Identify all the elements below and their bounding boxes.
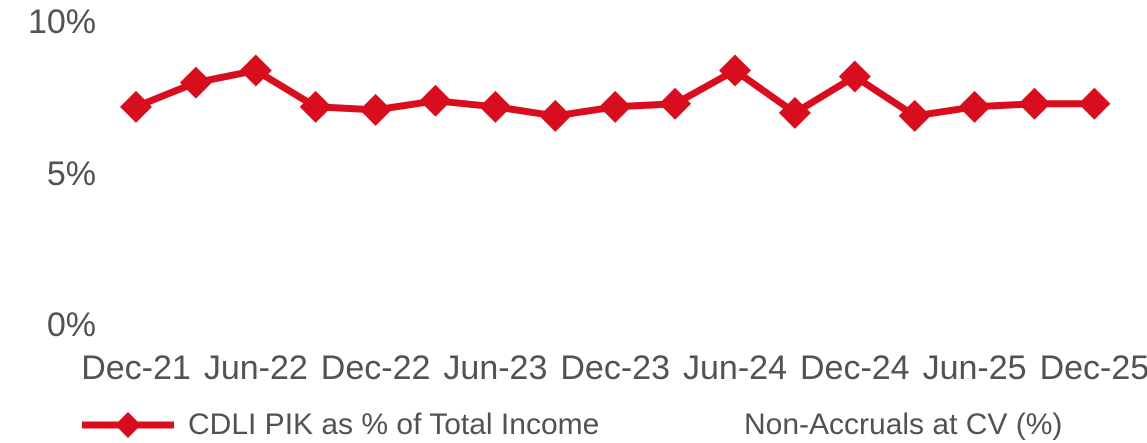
legend-item-non-accruals: Non-Accruals at CV (%) <box>638 408 1062 442</box>
data-point-marker <box>719 54 751 87</box>
x-tick-label: Jun-23 <box>443 349 548 387</box>
data-point-marker <box>659 87 692 120</box>
legend-label-non-accruals: Non-Accruals at CV (%) <box>744 408 1063 441</box>
x-tick-label: Dec-24 <box>799 349 910 387</box>
legend-item-cdli-pik: CDLI PIK as % of Total Income <box>82 408 599 442</box>
data-point-marker <box>778 96 811 129</box>
legend: CDLI PIK as % of Total Income Non-Accrua… <box>0 408 1147 442</box>
legend-line-diamond-icon <box>82 412 174 438</box>
data-point-marker <box>898 99 931 132</box>
y-tick-label: 10% <box>27 3 96 41</box>
data-point-marker <box>419 84 452 117</box>
x-tick-label: Dec-23 <box>560 349 670 387</box>
data-point-marker <box>479 90 512 123</box>
data-point-marker <box>179 66 212 99</box>
data-point-marker <box>958 90 991 123</box>
y-tick-label: 5% <box>46 154 96 193</box>
data-point-marker <box>359 93 392 126</box>
data-point-marker <box>1018 87 1051 120</box>
x-tick-label: Dec-21 <box>81 349 191 387</box>
data-point-marker <box>239 54 272 87</box>
x-tick-label: Jun-25 <box>922 349 1027 387</box>
data-point-marker <box>1078 87 1111 120</box>
data-point-marker <box>299 90 332 123</box>
legend-label-cdli-pik: CDLI PIK as % of Total Income <box>188 408 600 441</box>
data-point-marker <box>599 90 632 123</box>
data-point-marker <box>120 90 152 123</box>
x-tick-label: Dec-25 <box>1039 349 1147 387</box>
y-tick-label: 0% <box>46 306 96 344</box>
x-tick-label: Jun-22 <box>203 349 308 387</box>
x-tick-label: Dec-22 <box>320 349 431 387</box>
data-point-marker <box>838 60 871 93</box>
x-tick-label: Jun-24 <box>683 349 787 387</box>
data-point-marker <box>539 99 572 132</box>
